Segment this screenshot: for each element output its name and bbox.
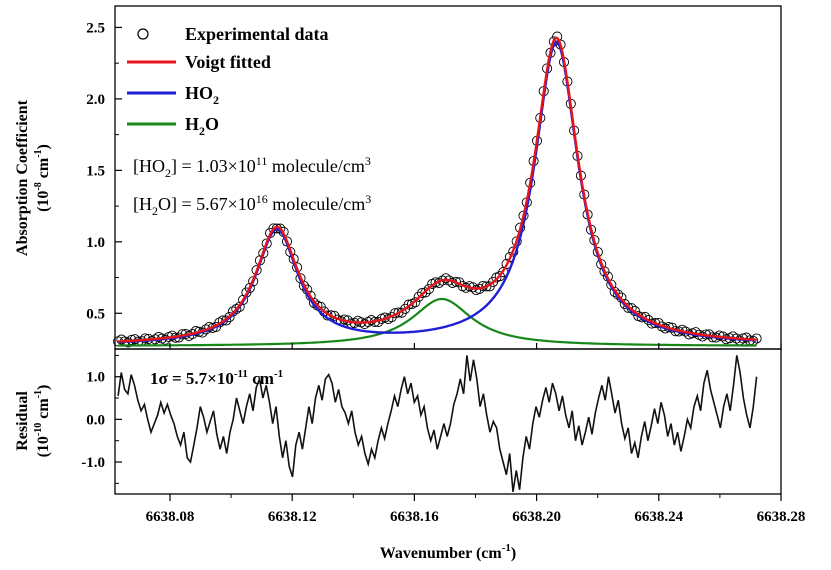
residual-panel-frame (114, 348, 782, 495)
x-axis-label: Wavenumber (cm-1) (380, 542, 516, 562)
legend-label-h2o: H2O (185, 114, 219, 138)
experimental-point (609, 286, 620, 297)
voigt-fitted-series-line (118, 36, 757, 343)
top-ytick-label: 0.5 (86, 306, 105, 322)
experimental-point (244, 282, 255, 294)
experimental-point (234, 301, 245, 312)
experimental-point (410, 297, 421, 308)
xtick-label: 6638.16 (390, 509, 439, 525)
fit-series-group (113, 31, 762, 348)
residual-ytick-label: 1.0 (86, 370, 105, 386)
experimental-point (221, 315, 232, 326)
xtick-label: 6638.12 (268, 509, 317, 525)
top-ytick-label: 1.0 (86, 235, 105, 251)
legend: Experimental data Voigt fitted HO2 H2O (127, 24, 329, 138)
experimental-point (623, 302, 634, 313)
top-ytick-label: 1.5 (86, 163, 105, 179)
legend-marker-experimental (137, 28, 149, 40)
residual-series-group (117, 355, 758, 493)
experimental-point (420, 287, 431, 298)
experimental-point (231, 304, 242, 315)
legend-label-experimental: Experimental data (185, 24, 329, 44)
residual-series-line (117, 355, 758, 493)
annotation-residual-sigma: 1σ = 5.7×10-11 cm-1 (150, 368, 283, 388)
xtick-label: 6638.28 (757, 509, 806, 525)
h2o-series-line (118, 297, 757, 347)
experimental-point (440, 273, 451, 284)
annotation-h2o-concentration: [H2O] = 5.67×1016 molecule/cm3 (133, 192, 371, 218)
experimental-point (261, 238, 272, 249)
top-ylabel: Absorption Coefficient (14, 99, 31, 256)
legend-label-voigt: Voigt fitted (185, 52, 271, 72)
legend-label-ho2: HO2 (185, 83, 219, 107)
experimental-point (430, 277, 441, 288)
residual-ylabel-unit: (10-10 cm-1) (33, 385, 52, 458)
top-ytick-label: 2.0 (86, 92, 105, 108)
experimental-point (612, 289, 624, 300)
annotation-ho2-concentration: [HO2] = 1.03×1011 molecule/cm3 (133, 154, 371, 180)
experimental-point (224, 312, 235, 323)
axis-ticks: 0.5 1.0 1.5 2.0 2.5 -1.0 0.0 1.0 6638.08 6638.12 6… (81, 20, 805, 525)
top-ytick-label: 2.5 (86, 20, 105, 36)
residual-ylabel: Residual (14, 391, 31, 451)
experimental-point (423, 284, 434, 295)
xtick-label: 6638.20 (512, 509, 561, 525)
xtick-label: 6638.08 (146, 509, 195, 525)
experimental-point (741, 332, 752, 343)
residual-ytick-label: 0.0 (86, 412, 105, 428)
xtick-label: 6638.24 (634, 509, 683, 525)
residual-ytick-label: -1.0 (81, 455, 105, 471)
experimental-point (403, 299, 414, 310)
top-ylabel-unit: (10-8 cm-1) (33, 144, 52, 212)
experimental-point (636, 312, 647, 323)
